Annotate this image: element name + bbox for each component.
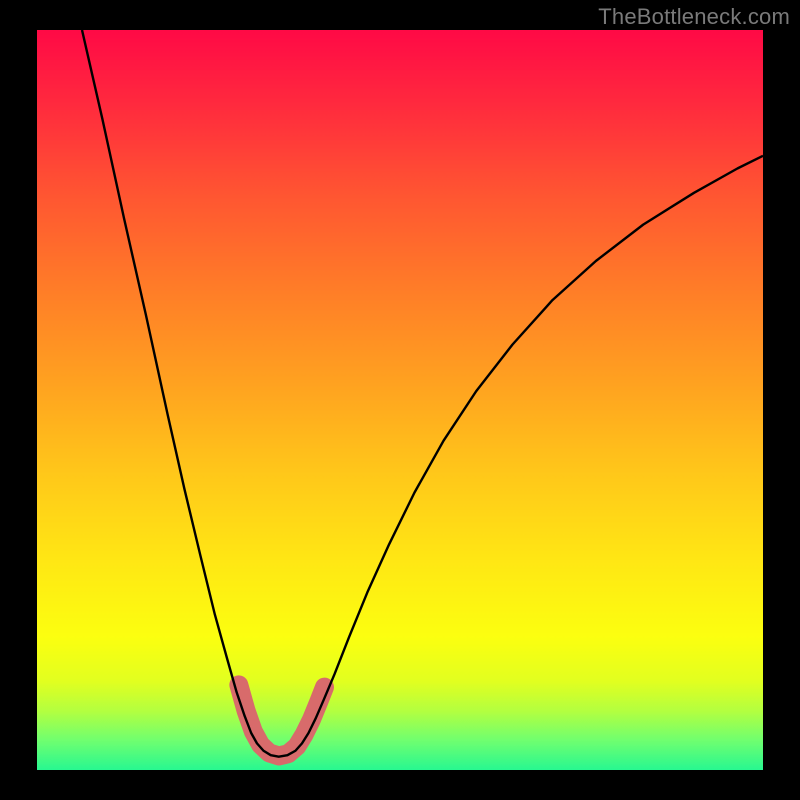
chart-background [37, 30, 763, 770]
watermark-text: TheBottleneck.com [598, 4, 790, 30]
